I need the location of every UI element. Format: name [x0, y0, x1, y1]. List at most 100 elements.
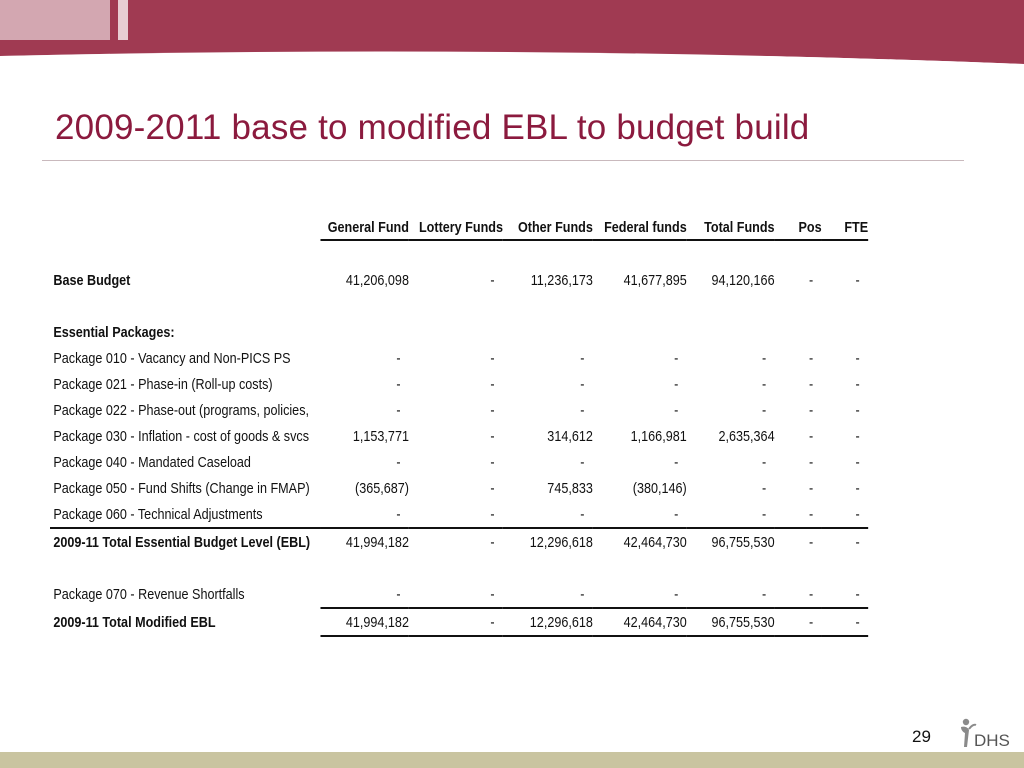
- cell-fte: -: [822, 475, 869, 501]
- page-number: 29: [912, 727, 931, 747]
- cell-fte: -: [822, 371, 869, 397]
- row-label: Package 010 - Vacancy and Non-PICS PS: [50, 345, 320, 371]
- cell-general-fund: -: [320, 345, 409, 371]
- table-row: Package 040 - Mandated Caseload - - - - - - -: [50, 449, 868, 475]
- cell-other-funds: -: [503, 345, 593, 371]
- col-header-total-funds: Total Funds: [687, 210, 775, 240]
- cell-federal-funds: 1,166,981: [593, 423, 687, 449]
- spacer-row: [50, 555, 868, 581]
- budget-table: General Fund Lottery Funds Other Funds F…: [50, 210, 868, 637]
- dhs-logo-icon: DHS: [958, 716, 1016, 752]
- col-header-other-funds: Other Funds: [503, 210, 593, 240]
- cell-total-funds: -: [687, 449, 775, 475]
- header-band: [0, 0, 1024, 56]
- cell-pos: -: [775, 397, 822, 423]
- row-label: Base Budget: [50, 267, 320, 293]
- cell-other-funds: 745,833: [503, 475, 593, 501]
- cell-general-fund: (365,687): [320, 475, 409, 501]
- logo-text: DHS: [974, 731, 1010, 750]
- cell-federal-funds: 42,464,730: [593, 608, 687, 636]
- cell-general-fund: -: [320, 449, 409, 475]
- cell-general-fund: 1,153,771: [320, 423, 409, 449]
- cell-pos: -: [775, 501, 822, 528]
- table-row-essential-heading: Essential Packages:: [50, 319, 868, 345]
- cell-fte: -: [822, 608, 869, 636]
- cell-pos: -: [775, 423, 822, 449]
- cell-general-fund: -: [320, 501, 409, 528]
- cell-pos: -: [775, 581, 822, 608]
- col-header-lottery-funds: Lottery Funds: [409, 210, 503, 240]
- spacer-row: [50, 240, 868, 267]
- cell-total-funds: 96,755,530: [687, 608, 775, 636]
- cell-general-fund: -: [320, 371, 409, 397]
- cell-other-funds: -: [503, 581, 593, 608]
- cell-total-funds: 2,635,364: [687, 423, 775, 449]
- header-light-strip: [118, 0, 128, 44]
- cell-total-funds: 94,120,166: [687, 267, 775, 293]
- table-row: Package 022 - Phase-out (programs, polic…: [50, 397, 868, 423]
- cell-pos: -: [775, 475, 822, 501]
- slide-title: 2009-2011 base to modified EBL to budget…: [55, 108, 809, 148]
- table-row-ebl-total: 2009-11 Total Essential Budget Level (EB…: [50, 528, 868, 555]
- cell-federal-funds: -: [593, 371, 687, 397]
- table-row-base-budget: Base Budget 41,206,098 - 11,236,173 41,6…: [50, 267, 868, 293]
- header-curve: [0, 40, 1024, 80]
- cell-lottery-funds: -: [409, 528, 503, 555]
- table-row-modified-total: 2009-11 Total Modified EBL 41,994,182 - …: [50, 608, 868, 636]
- cell-other-funds: -: [503, 449, 593, 475]
- cell-lottery-funds: -: [409, 449, 503, 475]
- cell-total-funds: -: [687, 371, 775, 397]
- table-header-row: General Fund Lottery Funds Other Funds F…: [50, 210, 868, 240]
- cell-fte: -: [822, 345, 869, 371]
- cell-fte: -: [822, 501, 869, 528]
- cell-total-funds: -: [687, 501, 775, 528]
- cell-total-funds: -: [687, 397, 775, 423]
- cell-other-funds: 12,296,618: [503, 608, 593, 636]
- table-row: Package 030 - Inflation - cost of goods …: [50, 423, 868, 449]
- cell-federal-funds: -: [593, 345, 687, 371]
- row-label: Package 021 - Phase-in (Roll-up costs): [50, 371, 320, 397]
- cell-federal-funds: -: [593, 449, 687, 475]
- cell-lottery-funds: -: [409, 267, 503, 293]
- cell-pos: -: [775, 528, 822, 555]
- row-label: 2009-11 Total Essential Budget Level (EB…: [50, 528, 320, 555]
- table-row: Package 010 - Vacancy and Non-PICS PS - - -…: [50, 345, 868, 371]
- cell-other-funds: 12,296,618: [503, 528, 593, 555]
- cell-lottery-funds: -: [409, 608, 503, 636]
- row-label: Package 030 - Inflation - cost of goods …: [50, 423, 320, 449]
- footer-band: [0, 752, 1024, 768]
- row-label: Package 060 - Technical Adjustments: [50, 501, 320, 528]
- cell-general-fund: -: [320, 397, 409, 423]
- spacer-row: [50, 293, 868, 319]
- cell-pos: -: [775, 449, 822, 475]
- cell-fte: -: [822, 423, 869, 449]
- cell-other-funds: -: [503, 371, 593, 397]
- row-label: Package 050 - Fund Shifts (Change in FMA…: [50, 475, 320, 501]
- cell-total-funds: -: [687, 475, 775, 501]
- col-header-fte: FTE: [822, 210, 869, 240]
- col-header-federal-funds: Federal funds: [593, 210, 687, 240]
- header-label-blank: [50, 210, 320, 240]
- cell-pos: -: [775, 345, 822, 371]
- cell-lottery-funds: -: [409, 501, 503, 528]
- title-divider: [42, 160, 964, 161]
- cell-pos: -: [775, 267, 822, 293]
- table-row: Package 060 - Technical Adjustments - - - - -…: [50, 501, 868, 528]
- cell-total-funds: 96,755,530: [687, 528, 775, 555]
- cell-federal-funds: (380,146): [593, 475, 687, 501]
- cell-lottery-funds: -: [409, 397, 503, 423]
- cell-fte: -: [822, 267, 869, 293]
- col-header-general-fund: General Fund: [320, 210, 409, 240]
- cell-federal-funds: -: [593, 397, 687, 423]
- table-row-package-070: Package 070 - Revenue Shortfalls - - - -…: [50, 581, 868, 608]
- col-header-pos: Pos: [775, 210, 822, 240]
- cell-federal-funds: 41,677,895: [593, 267, 687, 293]
- cell-lottery-funds: -: [409, 371, 503, 397]
- cell-lottery-funds: -: [409, 423, 503, 449]
- cell-federal-funds: 42,464,730: [593, 528, 687, 555]
- cell-lottery-funds: -: [409, 475, 503, 501]
- cell-federal-funds: -: [593, 501, 687, 528]
- cell-general-fund: 41,206,098: [320, 267, 409, 293]
- packages-group: Package 010 - Vacancy and Non-PICS PS - - -…: [50, 345, 868, 528]
- cell-other-funds: 314,612: [503, 423, 593, 449]
